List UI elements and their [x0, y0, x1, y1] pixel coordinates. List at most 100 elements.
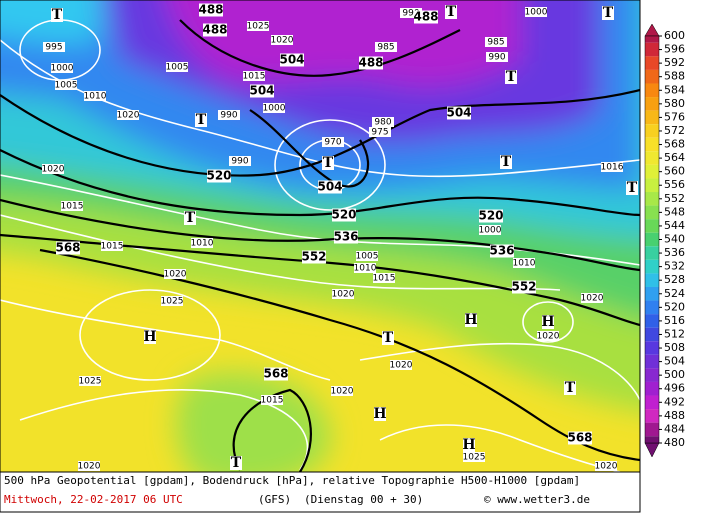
colorbar: 6005965925885845805765725685645605565525… — [644, 23, 685, 458]
colorbar-band — [645, 368, 659, 382]
map-area — [0, 0, 640, 472]
geopotential-label: 488 — [202, 23, 227, 37]
colorbar-band — [645, 97, 659, 111]
isobar-label: 1016 — [601, 163, 624, 173]
colorbar-tick-label: 512 — [664, 327, 685, 340]
isobar-label-bg — [42, 164, 64, 174]
isobar-label-bg — [43, 42, 65, 52]
isobar-label-bg — [322, 137, 344, 147]
geopotential-label: 520 — [206, 169, 231, 183]
colorbar-tick-label: 524 — [664, 287, 685, 300]
geopotential-label-bg — [359, 56, 383, 70]
colorbar-band — [645, 56, 659, 70]
geopotential-label-bg — [414, 10, 438, 24]
footer-box — [0, 471, 641, 513]
isobar-label-bg — [390, 360, 412, 370]
colorbar-tick-label: 516 — [664, 314, 685, 327]
colorbar-band — [645, 286, 659, 301]
colorbar-tick-label: 580 — [664, 97, 685, 110]
colorbar-tick-label: 496 — [664, 382, 685, 395]
geopotential-label-bg — [512, 280, 536, 294]
colorbar-band — [645, 246, 659, 260]
isobar-label-bg — [263, 103, 285, 113]
isobar-label-bg — [51, 63, 73, 73]
geopotential-label: 504 — [446, 106, 471, 120]
isobar-label: 1020 — [117, 111, 140, 121]
colorbar-band — [645, 83, 659, 98]
geopotential-label-bg — [280, 53, 304, 67]
pressure-center-bg — [463, 438, 475, 452]
isobar-label-bg — [247, 21, 269, 31]
isobar-label-bg — [55, 80, 77, 90]
colorbar-tick-label: 576 — [664, 110, 685, 123]
geopotential-label: 568 — [263, 367, 288, 381]
isobar-label: 990 — [402, 9, 419, 19]
isobar-label: 995 — [45, 43, 62, 53]
colorbar-tick-label: 528 — [664, 273, 685, 286]
pressure-center: T — [506, 69, 517, 85]
isobar-label: 1000 — [51, 64, 74, 74]
geopotential-label-bg — [568, 431, 592, 445]
geopotential-label-bg — [207, 169, 231, 183]
footer-credit: © www.wetter3.de — [484, 493, 590, 506]
isobar-label: 1020 — [42, 165, 65, 175]
colorbar-band — [645, 232, 659, 247]
pressure-center-bg — [505, 70, 517, 84]
colorbar-band — [645, 436, 659, 443]
isobar-label: 1000 — [479, 226, 502, 236]
geopotential-label-bg — [302, 250, 326, 264]
colorbar-tick-label: 504 — [664, 355, 685, 368]
colorbar-tick-label: 552 — [664, 192, 685, 205]
geopotential-label-bg — [490, 244, 514, 258]
isobar-label: 1015 — [101, 242, 124, 252]
colorbar-tick-label: 480 — [664, 436, 685, 449]
pressure-center-bg — [382, 331, 394, 345]
isobar-label-bg — [191, 238, 213, 248]
isobar-label-bg — [463, 452, 485, 462]
isobar-label: 1015 — [261, 396, 284, 406]
isobar-label: 1010 — [191, 239, 214, 249]
geopotential-label-bg — [203, 23, 227, 37]
isobar-label-bg — [218, 110, 240, 120]
pressure-center: T — [52, 7, 63, 23]
isobar-label-bg — [486, 52, 508, 62]
pressure-center: T — [383, 330, 394, 346]
colorbar-tick-label: 520 — [664, 300, 685, 313]
pressure-center-bg — [445, 5, 457, 19]
isobars — [0, 19, 640, 472]
pressure-center: T — [196, 112, 207, 128]
isobar-label-bg — [356, 251, 378, 261]
pressure-center-bg — [500, 155, 512, 169]
isobar-label: 1015 — [243, 72, 266, 82]
isobar-label-bg — [354, 263, 376, 273]
isobar-label-bg — [271, 35, 293, 45]
pressure-center: T — [603, 5, 614, 21]
colorbar-band — [645, 422, 659, 437]
geopotential-label-bg — [334, 230, 358, 244]
isobar-label-bg — [101, 241, 123, 251]
isobar-label: 985 — [487, 38, 504, 48]
isobar-label: 1020 — [332, 290, 355, 300]
pressure-center: H — [373, 406, 386, 422]
isobar-label: 985 — [377, 43, 394, 53]
pressure-center-bg — [374, 407, 386, 421]
colorbar-tick-label: 488 — [664, 409, 685, 422]
isobar-label: 1020 — [271, 36, 294, 46]
colorbar-tick-label: 556 — [664, 178, 685, 191]
isobar-label-bg — [479, 225, 501, 235]
isobar-label-bg — [369, 127, 391, 137]
geopotential-label: 488 — [198, 3, 223, 17]
geopotential-label: 552 — [511, 280, 536, 294]
isobar-label: 1015 — [61, 202, 84, 212]
geopotential-label-bg — [318, 180, 342, 194]
pressure-center: T — [323, 155, 334, 171]
colorbar-tick-label: 540 — [664, 233, 685, 246]
colorbar-tick-label: 588 — [664, 70, 685, 83]
isobar-label-bg — [164, 269, 186, 279]
isobar-label: 1010 — [84, 92, 107, 102]
colorbar-band — [645, 36, 659, 43]
colorbar-tick-label: 484 — [664, 422, 685, 435]
colorbar-tick-label: 568 — [664, 138, 685, 151]
